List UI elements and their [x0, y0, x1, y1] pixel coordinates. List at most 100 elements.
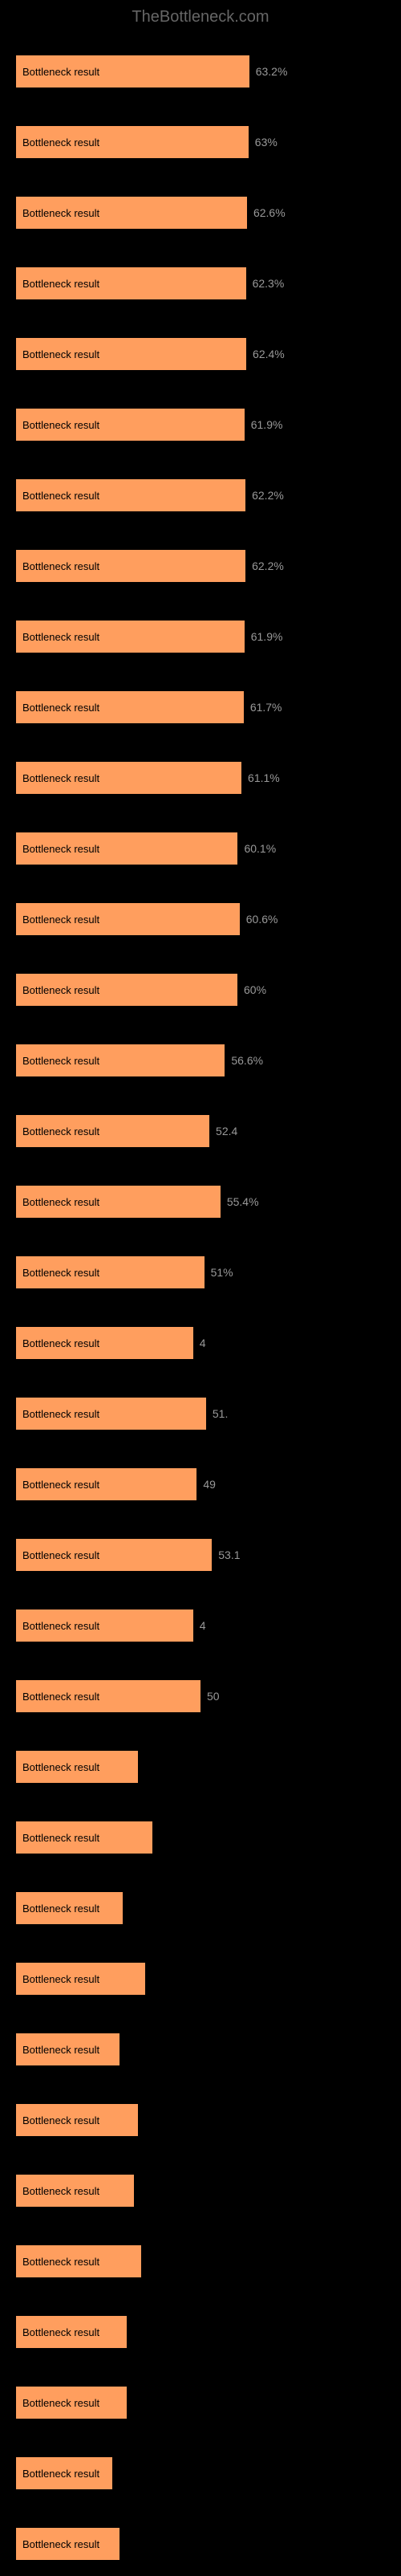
- bottleneck-bar: Bottleneck result: [16, 832, 237, 865]
- value-label: 63.2%: [256, 65, 288, 78]
- bar-row: Bottleneck result 63.2%: [16, 55, 385, 87]
- bottleneck-bar: Bottleneck result: [16, 903, 240, 935]
- item-label: [16, 1451, 385, 1464]
- value-label: 61.9%: [251, 418, 283, 431]
- chart-item: Bottleneck result61.1%: [16, 745, 385, 794]
- bar-row: Bottleneck result60%: [16, 974, 385, 1006]
- bar-row: Bottleneck result62.4%: [16, 338, 385, 370]
- bar-text: Bottleneck result: [22, 1125, 99, 1137]
- bottleneck-bar: Bottleneck result: [16, 1327, 193, 1359]
- bar-row: Bottleneck result62.3%: [16, 267, 385, 299]
- bottleneck-bar: Bottleneck result: [16, 1609, 193, 1642]
- bottleneck-bar: Bottleneck result: [16, 762, 241, 794]
- bar-text: Bottleneck result: [22, 490, 99, 502]
- bar-text: Bottleneck result: [22, 348, 99, 360]
- chart-item: Bottleneck result 51.: [16, 1381, 385, 1430]
- bar-row: Bottleneck result50: [16, 1680, 385, 1712]
- value-label: 51.: [213, 1407, 228, 1420]
- value-label: 61.7%: [250, 701, 282, 714]
- bar-row: Bottleneck result 62.2%: [16, 550, 385, 582]
- chart-item: Bottleneck result60%: [16, 957, 385, 1006]
- item-label: [16, 1028, 385, 1040]
- item-label: [16, 1381, 385, 1394]
- bar-text: Bottleneck result: [22, 843, 99, 855]
- bar-text: Bottleneck result: [22, 1196, 99, 1208]
- bottleneck-bar: Bottleneck result: [16, 1751, 138, 1783]
- chart-item: Bottleneck result60.6%: [16, 886, 385, 935]
- value-label: 56.6%: [231, 1054, 263, 1067]
- item-label: [16, 2511, 385, 2524]
- item-label: [16, 957, 385, 970]
- item-label: [16, 2087, 385, 2100]
- chart-item: Bottleneck result 63.2%: [16, 39, 385, 87]
- value-label: 50: [207, 1690, 220, 1703]
- bar-row: Bottleneck result61.9%: [16, 621, 385, 653]
- bar-text: Bottleneck result: [22, 1408, 99, 1420]
- chart-item: Bottleneck result 60.1%: [16, 816, 385, 865]
- bar-text: Bottleneck result: [22, 2538, 99, 2550]
- item-label: [16, 1875, 385, 1888]
- value-label: 60%: [244, 983, 266, 996]
- item-label: [16, 1946, 385, 1959]
- bar-text: Bottleneck result: [22, 631, 99, 643]
- bar-text: Bottleneck result: [22, 1620, 99, 1632]
- item-label: [16, 604, 385, 617]
- chart-item: Bottleneck result: [16, 1734, 385, 1783]
- bar-row: Bottleneck result: [16, 2387, 385, 2419]
- value-label: 51%: [211, 1266, 233, 1279]
- chart-item: Bottleneck result: [16, 1946, 385, 1995]
- chart-item: Bottleneck result55.4%: [16, 1169, 385, 1218]
- bar-row: Bottleneck result: [16, 2245, 385, 2277]
- item-label: [16, 2158, 385, 2171]
- bar-row: Bottleneck result: [16, 1821, 385, 1854]
- bottleneck-bar: Bottleneck result: [16, 1821, 152, 1854]
- item-label: [16, 250, 385, 263]
- bar-text: Bottleneck result: [22, 136, 99, 149]
- value-label: 62.3%: [253, 277, 285, 290]
- bar-row: Bottleneck result 63%: [16, 126, 385, 158]
- item-label: [16, 1593, 385, 1605]
- bar-text: Bottleneck result: [22, 1973, 99, 1985]
- chart-item: Bottleneck result61.9%: [16, 604, 385, 653]
- bar-text: Bottleneck result: [22, 2256, 99, 2268]
- chart-item: Bottleneck result56.6%: [16, 1028, 385, 1076]
- bottleneck-bar: Bottleneck result: [16, 1468, 196, 1500]
- chart-container: Bottleneck result63.2%Bottleneck result6…: [16, 39, 385, 2560]
- bottleneck-bar: Bottleneck result: [16, 2245, 141, 2277]
- bar-text: Bottleneck result: [22, 702, 99, 714]
- chart-item: Bottleneck result62.4%: [16, 321, 385, 370]
- bar-text: Bottleneck result: [22, 2326, 99, 2338]
- bar-text: Bottleneck result: [22, 1549, 99, 1561]
- bar-row: Bottleneck result: [16, 1892, 385, 1924]
- chart-item: Bottleneck result: [16, 2087, 385, 2136]
- bar-text: Bottleneck result: [22, 66, 99, 78]
- bottleneck-bar: Bottleneck result: [16, 1963, 145, 1995]
- bar-text: Bottleneck result: [22, 2185, 99, 2197]
- bar-row: Bottleneck result52.4: [16, 1115, 385, 1147]
- bar-text: Bottleneck result: [22, 419, 99, 431]
- value-label: 62.6%: [253, 206, 286, 219]
- chart-item: Bottleneck result62.2%: [16, 462, 385, 511]
- bar-row: Bottleneck result56.6%: [16, 1044, 385, 1076]
- item-label: [16, 1310, 385, 1323]
- bar-text: Bottleneck result: [22, 772, 99, 784]
- bottleneck-bar: Bottleneck result: [16, 409, 245, 441]
- chart-item: Bottleneck result 62.2%: [16, 533, 385, 582]
- value-label: 63%: [255, 136, 277, 149]
- value-label: 49: [203, 1478, 216, 1491]
- item-label: [16, 2440, 385, 2453]
- chart-item: Bottleneck result53.1: [16, 1522, 385, 1571]
- item-label: [16, 1239, 385, 1252]
- bottleneck-bar: Bottleneck result: [16, 691, 244, 723]
- bar-row: Bottleneck result51%: [16, 1256, 385, 1288]
- bottleneck-bar: Bottleneck result: [16, 1398, 206, 1430]
- bar-text: Bottleneck result: [22, 2044, 99, 2056]
- bar-text: Bottleneck result: [22, 560, 99, 572]
- bottleneck-bar: Bottleneck result: [16, 1892, 123, 1924]
- value-label: 60.1%: [244, 842, 276, 855]
- item-label: [16, 462, 385, 475]
- item-label: [16, 1522, 385, 1535]
- item-label: [16, 1098, 385, 1111]
- value-label: 62.2%: [252, 560, 284, 572]
- chart-item: Bottleneck result4: [16, 1593, 385, 1642]
